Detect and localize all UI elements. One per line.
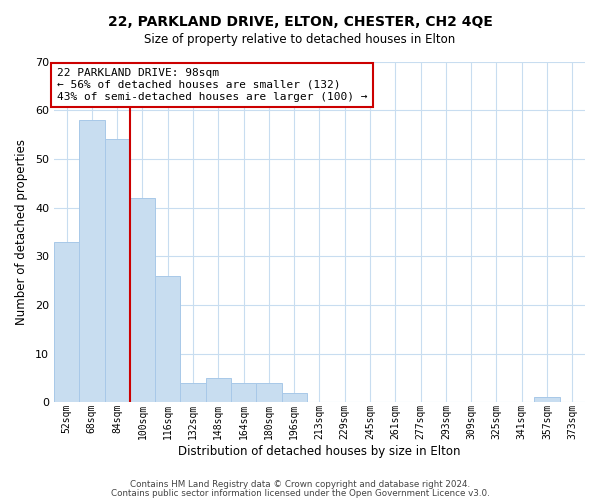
Text: Contains public sector information licensed under the Open Government Licence v3: Contains public sector information licen… [110, 489, 490, 498]
Bar [181, 383, 206, 402]
Bar [535, 398, 560, 402]
Bar [54, 242, 79, 402]
Bar [79, 120, 104, 403]
Text: Contains HM Land Registry data © Crown copyright and database right 2024.: Contains HM Land Registry data © Crown c… [130, 480, 470, 489]
Bar [231, 383, 256, 402]
Text: Size of property relative to detached houses in Elton: Size of property relative to detached ho… [145, 32, 455, 46]
Bar [256, 383, 281, 402]
X-axis label: Distribution of detached houses by size in Elton: Distribution of detached houses by size … [178, 444, 461, 458]
Bar [130, 198, 155, 402]
Bar [206, 378, 231, 402]
Bar [155, 276, 181, 402]
Bar [281, 392, 307, 402]
Bar [104, 140, 130, 402]
Text: 22 PARKLAND DRIVE: 98sqm
← 56% of detached houses are smaller (132)
43% of semi-: 22 PARKLAND DRIVE: 98sqm ← 56% of detach… [56, 68, 367, 102]
Y-axis label: Number of detached properties: Number of detached properties [15, 139, 28, 325]
Text: 22, PARKLAND DRIVE, ELTON, CHESTER, CH2 4QE: 22, PARKLAND DRIVE, ELTON, CHESTER, CH2 … [107, 15, 493, 29]
